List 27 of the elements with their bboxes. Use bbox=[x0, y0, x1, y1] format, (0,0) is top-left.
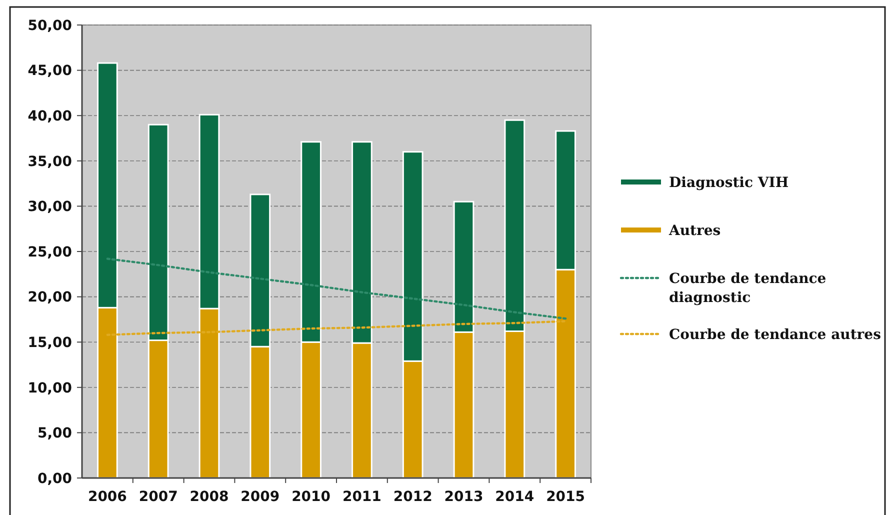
x-tick-label: 2009 bbox=[240, 489, 280, 505]
y-tick-label: 40,00 bbox=[28, 108, 72, 124]
y-tick-label: 20,00 bbox=[28, 290, 72, 306]
legend-label: Autres bbox=[668, 222, 721, 239]
y-tick-label: 5,00 bbox=[37, 426, 72, 442]
line-series bbox=[106, 258, 567, 320]
y-tick-label: 45,00 bbox=[28, 63, 72, 80]
x-tick-label: 2008 bbox=[190, 489, 229, 505]
line-series bbox=[106, 320, 567, 336]
x-tick-label: 2014 bbox=[495, 489, 534, 505]
x-tick-label: 2007 bbox=[138, 489, 178, 505]
legend-label: Courbe de tendance diagnostic bbox=[669, 270, 826, 306]
y-tick-label: 0,00 bbox=[37, 470, 72, 487]
x-tick-label: 2012 bbox=[393, 489, 432, 505]
y-tick-label: 10,00 bbox=[28, 380, 72, 396]
x-tick-label: 2013 bbox=[444, 489, 484, 505]
y-tick-label: 25,00 bbox=[28, 244, 72, 260]
x-tick-label: 2006 bbox=[88, 489, 127, 505]
x-tick-label: 2015 bbox=[546, 489, 586, 505]
legend-label: Courbe de tendance autres bbox=[669, 326, 882, 343]
legend-label: Diagnostic VIH bbox=[669, 174, 789, 191]
y-tick-label: 50,00 bbox=[28, 18, 72, 34]
y-tick-label: 35,00 bbox=[28, 154, 72, 170]
y-tick-label: 15,00 bbox=[28, 335, 72, 351]
y-tick-label: 30,00 bbox=[28, 199, 72, 216]
x-tick-label: 2011 bbox=[342, 489, 382, 505]
x-tick-label: 2010 bbox=[292, 489, 331, 505]
